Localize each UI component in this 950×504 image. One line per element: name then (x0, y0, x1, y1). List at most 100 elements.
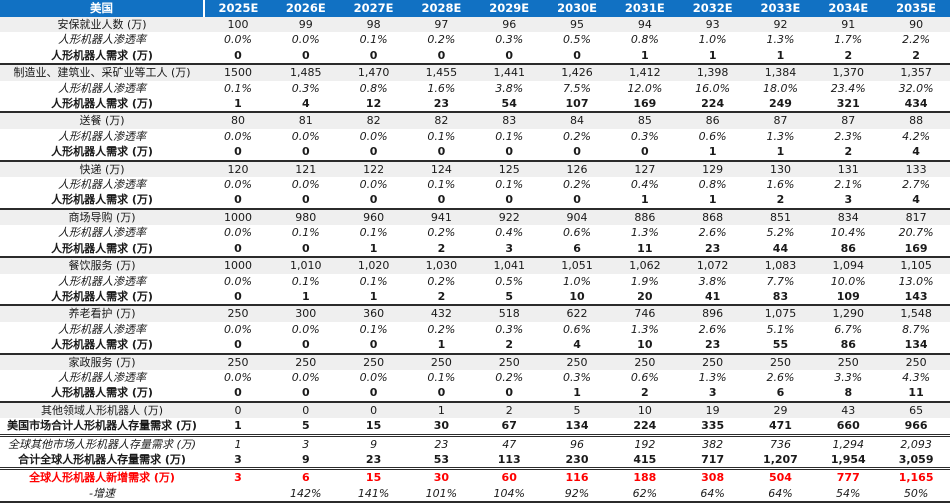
value-cell: 1,426 (543, 64, 611, 81)
value-cell: 0 (475, 144, 544, 162)
value-cell: 1.3% (766, 33, 795, 47)
value-cell: 0.0% (359, 129, 388, 143)
value-cell: 382 (702, 437, 724, 451)
penetration-row: 人形机器人渗透率 0.0% 0.0% 0.0% 0.1% 0.2% 0.3% 0.6% 1.3%… (0, 370, 950, 385)
value-cell: 0.0% (291, 33, 320, 47)
year-header-cell: 2034E (814, 0, 883, 17)
value-cell: 0.0% (223, 178, 252, 192)
value-cell: 1.3% (630, 226, 659, 240)
value-cell: 126 (543, 160, 611, 178)
value-cell: 6 (543, 240, 611, 259)
category-row: 商场导购 (万) 1000 980 960 941 922 904 886 868 851 834 8… (0, 208, 950, 226)
value-cell: 335 (678, 418, 747, 437)
value-cell: 868 (678, 208, 747, 226)
value-cell: 0.4% (630, 178, 659, 192)
value-cell: 83 (746, 288, 815, 307)
value-cell: 47 (502, 437, 517, 451)
value-cell: 0 (339, 337, 408, 355)
value-cell: 104% (475, 485, 544, 504)
value-cell: 360 (339, 305, 408, 322)
value-cell: 3.8% (698, 274, 727, 288)
value-cell: 41 (678, 288, 747, 307)
category-row: 送餐 (万) 80 81 82 82 83 84 85 86 87 87 88 (0, 112, 950, 129)
year-header-cell: 2030E (543, 0, 611, 17)
value-cell: 23 (678, 337, 747, 355)
value-cell: 0 (271, 47, 340, 66)
value-cell: 0 (543, 47, 611, 66)
demand-row: 人形机器人需求 (万) 0 0 0 0 0 0 1 1 2 3 4 (0, 192, 950, 210)
year-header-cell: 2032E (678, 0, 747, 17)
value-cell: 896 (678, 305, 747, 322)
value-cell: 5.1% (766, 322, 795, 336)
value-cell: 224 (610, 418, 679, 437)
value-cell: 62% (610, 485, 679, 504)
value-cell: 7.7% (766, 274, 795, 288)
value-cell: 23 (678, 240, 747, 259)
value-cell: 8.7% (902, 322, 931, 336)
value-cell: 113 (475, 451, 544, 471)
value-cell: 308 (701, 471, 725, 485)
value-cell: 169 (610, 96, 679, 114)
value-cell: 746 (610, 305, 679, 322)
category-row: 餐饮服务 (万) 1000 1,010 1,020 1,030 1,041 1,051 1,0… (0, 257, 950, 274)
value-cell: 0.1% (291, 274, 320, 288)
value-cell: 518 (475, 305, 544, 322)
value-cell: 1 (339, 288, 408, 307)
value-cell: 0.8% (359, 81, 388, 95)
demand-row: 人形机器人需求 (万) 0 0 0 0 0 1 2 3 6 8 11 (0, 385, 950, 403)
value-cell: 2.2% (902, 33, 931, 47)
value-cell: 0 (204, 240, 272, 259)
value-cell: 10 (610, 337, 679, 355)
value-cell: 130 (746, 160, 815, 178)
category-row: 快递 (万) 120 121 122 124 125 126 127 129 130 131 133 (0, 160, 950, 178)
row-label: 全球其他市场人形机器人存量需求 (万) (7, 437, 197, 451)
value-cell: 107 (543, 96, 611, 114)
value-cell: 121 (271, 160, 340, 178)
value-cell: 8 (814, 385, 883, 403)
value-cell: 1000 (204, 257, 272, 274)
value-cell: 0.3% (563, 370, 591, 384)
value-cell: 101% (407, 485, 476, 504)
value-cell: 1,441 (475, 64, 544, 81)
value-cell: 0.6% (563, 226, 591, 240)
value-cell: 0 (407, 144, 476, 162)
penetration-row: 人形机器人渗透率 0.0% 0.0% 0.0% 0.1% 0.1% 0.2% 0.3% 0.6%… (0, 129, 950, 144)
value-cell: 60 (501, 471, 517, 485)
value-cell: 1,455 (407, 64, 476, 81)
value-cell: 1.3% (698, 370, 727, 384)
value-cell: 1 (746, 144, 815, 162)
value-cell: 82 (407, 112, 476, 129)
value-cell: 0.0% (223, 129, 252, 143)
value-cell: 922 (475, 208, 544, 226)
value-cell: 1 (204, 418, 272, 437)
value-cell: 1000 (204, 208, 272, 226)
global-other-row: 全球其他市场人形机器人存量需求 (万) 1 3 9 23 47 96 192 382 736 1,2… (0, 435, 950, 452)
value-cell: 1,357 (882, 64, 950, 81)
value-cell: 224 (678, 96, 747, 114)
value-cell: 98 (339, 17, 408, 33)
us-total-row: 美国市场合计人形机器人存量需求 (万) 1 5 15 30 67 134 224 335 471 6… (0, 418, 950, 437)
value-cell: 0 (339, 385, 408, 403)
value-cell: 736 (769, 437, 791, 451)
value-cell: 1 (610, 47, 679, 66)
value-cell: 7.5% (563, 81, 591, 95)
value-cell: 1.9% (630, 274, 659, 288)
value-cell: 99 (271, 17, 340, 33)
row-label: 养老看护 (万) (0, 305, 205, 322)
value-cell: 1.7% (834, 33, 863, 47)
value-cell: 67 (475, 418, 544, 437)
value-cell: 30 (433, 471, 450, 485)
new-demand-row: 全球人形机器人新增需求 (万) 3 6 15 30 60 116 188 308 504 777 1,… (0, 469, 950, 486)
value-cell: 1,384 (746, 64, 815, 81)
value-cell: 0 (271, 192, 340, 210)
value-cell: 250 (746, 353, 815, 370)
value-cell: 2 (475, 337, 544, 355)
value-cell: 1,548 (882, 305, 950, 322)
value-cell: 9 (271, 451, 340, 471)
table-body: 安保就业人数 (万) 100 99 98 97 96 95 94 93 92 91 90 人形机器人渗透… (0, 17, 950, 504)
value-cell: 54% (814, 485, 883, 504)
row-label: 其他领域人形机器人 (万) (0, 401, 205, 419)
row-label: 美国市场合计人形机器人存量需求 (万) (0, 418, 205, 437)
value-cell: 1,290 (814, 305, 883, 322)
